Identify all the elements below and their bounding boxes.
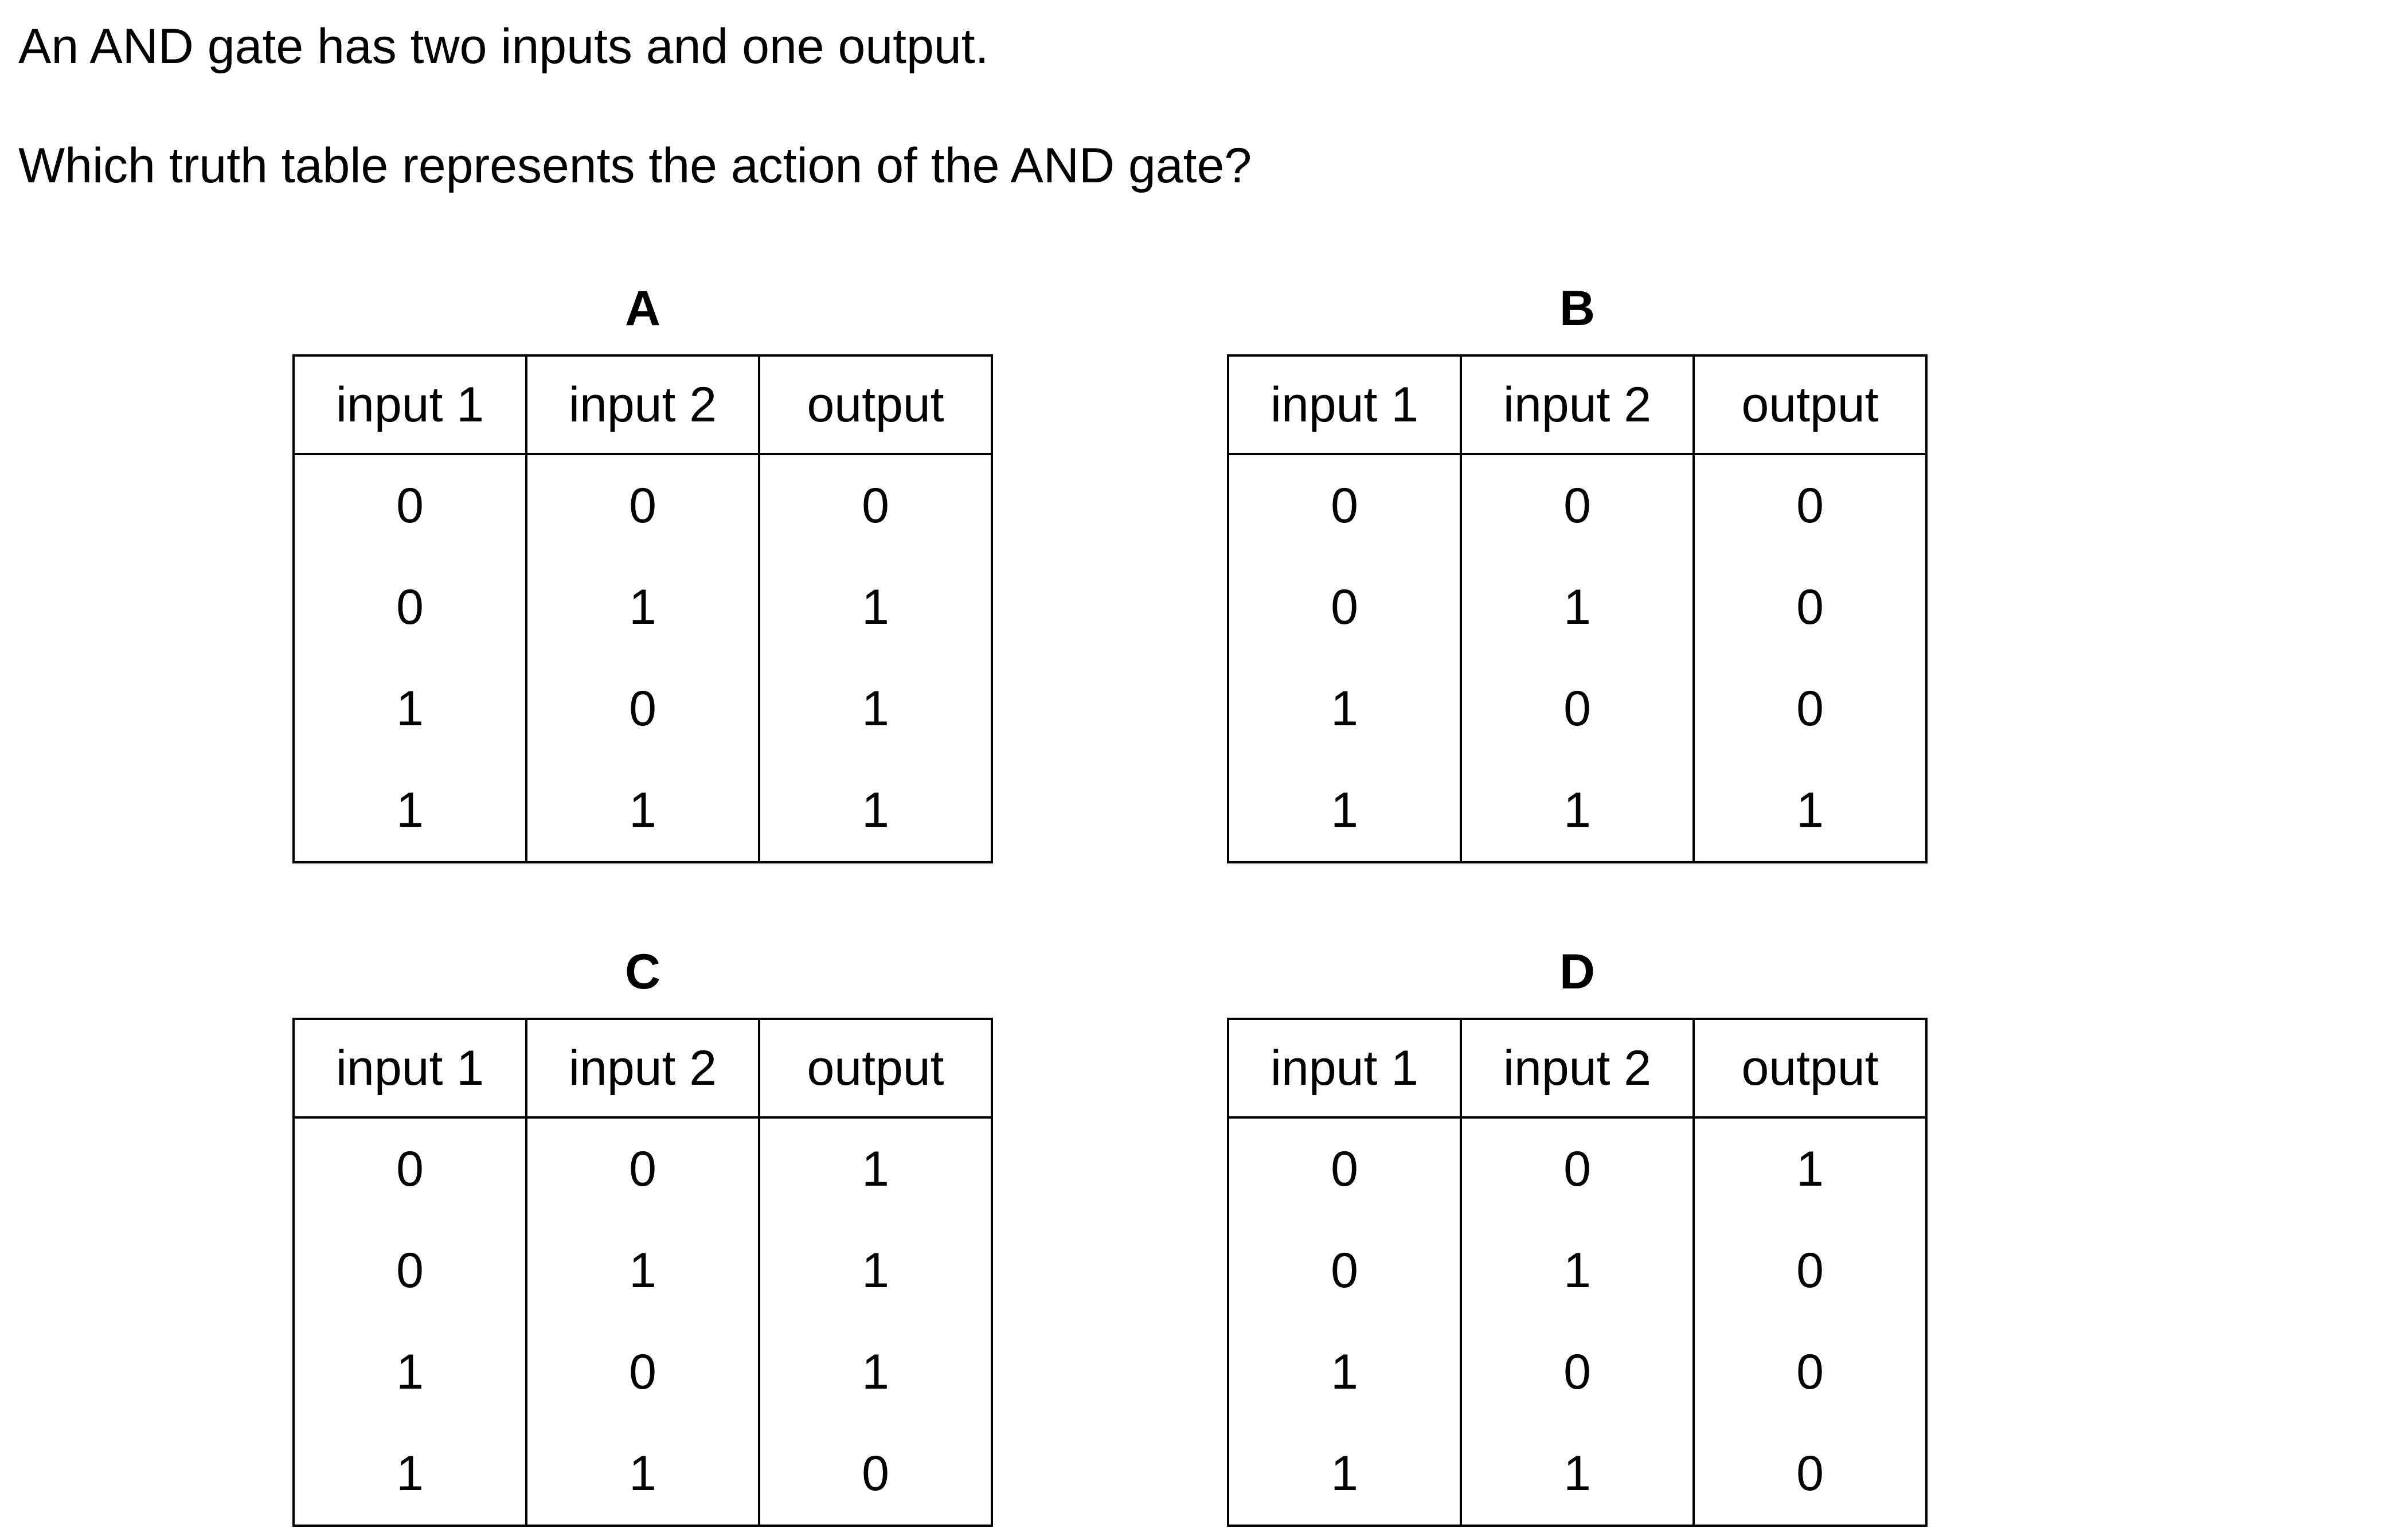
table-cell: 1 <box>525 557 760 658</box>
table-cell: 0 <box>1460 658 1695 760</box>
column-header: output <box>758 1018 993 1119</box>
column-header: input 2 <box>525 354 760 455</box>
table-cell: 0 <box>1227 1220 1462 1322</box>
option-letter: D <box>1559 944 1596 999</box>
table-cell: 0 <box>525 1322 760 1423</box>
table-cell: 0 <box>525 454 760 557</box>
table-cell: 1 <box>1460 1220 1695 1322</box>
table-cell: 1 <box>1227 760 1462 863</box>
table-cell: 0 <box>1227 1117 1462 1220</box>
table-cell: 0 <box>1692 1220 1928 1322</box>
table-cell: 0 <box>292 1117 527 1220</box>
option-letter: C <box>624 944 661 999</box>
table-cell: 0 <box>758 1423 993 1527</box>
table-cell: 1 <box>1460 760 1695 863</box>
column-header: input 1 <box>1227 354 1462 455</box>
table-cell: 0 <box>1692 1423 1928 1527</box>
table-cell: 0 <box>1692 1322 1928 1423</box>
table-cell: 0 <box>1227 557 1462 658</box>
table-cell: 0 <box>292 557 527 658</box>
truth-table: input 1 input 2 output 0 0 1 0 1 1 1 0 1 1 1 0 <box>292 1018 993 1527</box>
table-header-row: input 1 input 2 output <box>292 1018 993 1119</box>
table-header-row: input 1 input 2 output <box>1227 1018 1928 1119</box>
table-cell: 1 <box>292 760 527 863</box>
column-header: input 2 <box>525 1018 760 1119</box>
truth-table: input 1 input 2 output 0 0 1 0 1 0 1 0 0 1 1 0 <box>1227 1018 1928 1527</box>
table-cell: 0 <box>292 1220 527 1322</box>
table-cell: 1 <box>758 557 993 658</box>
table-cell: 1 <box>1460 1423 1695 1527</box>
table-cell: 1 <box>292 1322 527 1423</box>
table-header-row: input 1 input 2 output <box>292 354 993 455</box>
table-header-row: input 1 input 2 output <box>1227 354 1928 455</box>
table-cell: 0 <box>1692 454 1928 557</box>
table-cell: 0 <box>1692 658 1928 760</box>
table-cell: 1 <box>758 1220 993 1322</box>
table-cell: 1 <box>525 1220 760 1322</box>
table-cell: 1 <box>1227 1423 1462 1527</box>
table-cell: 0 <box>1460 454 1695 557</box>
table-cell: 1 <box>525 1423 760 1527</box>
table-cell: 0 <box>525 1117 760 1220</box>
table-cell: 1 <box>758 760 993 863</box>
table-cell: 1 <box>1227 658 1462 760</box>
column-header: input 1 <box>1227 1018 1462 1119</box>
table-cell: 1 <box>1692 760 1928 863</box>
table-cell: 0 <box>292 454 527 557</box>
column-header: output <box>758 354 993 455</box>
option-letter: A <box>624 281 661 336</box>
table-cell: 1 <box>292 658 527 760</box>
option-letter: B <box>1559 281 1596 336</box>
question-prompt: Which truth table represents the action … <box>18 138 1252 193</box>
table-cell: 1 <box>758 658 993 760</box>
truth-table: input 1 input 2 output 0 0 0 0 1 0 1 0 0 1 1 1 <box>1227 354 1928 863</box>
table-cell: 1 <box>1692 1117 1928 1220</box>
table-cell: 1 <box>1460 557 1695 658</box>
table-cell: 0 <box>525 658 760 760</box>
table-cell: 1 <box>1227 1322 1462 1423</box>
table-cell: 0 <box>1227 454 1462 557</box>
table-cell: 0 <box>1460 1117 1695 1220</box>
table-cell: 0 <box>758 454 993 557</box>
column-header: output <box>1692 354 1928 455</box>
table-cell: 1 <box>525 760 760 863</box>
table-cell: 1 <box>758 1117 993 1220</box>
table-cell: 0 <box>1692 557 1928 658</box>
table-cell: 1 <box>758 1322 993 1423</box>
column-header: input 2 <box>1460 354 1695 455</box>
truth-table: input 1 input 2 output 0 0 0 0 1 1 1 0 1 1 1 1 <box>292 354 993 863</box>
column-header: output <box>1692 1018 1928 1119</box>
column-header: input 2 <box>1460 1018 1695 1119</box>
table-cell: 1 <box>292 1423 527 1527</box>
column-header: input 1 <box>292 1018 527 1119</box>
table-cell: 0 <box>1460 1322 1695 1423</box>
question-text: An AND gate has two inputs and one outpu… <box>18 19 989 74</box>
column-header: input 1 <box>292 354 527 455</box>
